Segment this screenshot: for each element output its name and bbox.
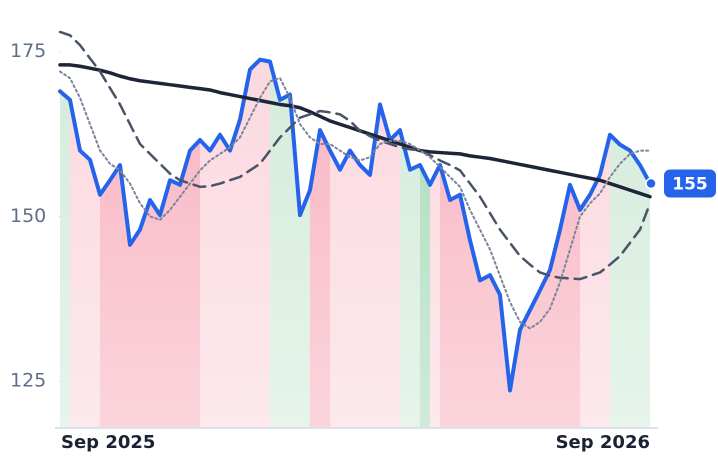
y-tick-label: 175 [10,40,46,62]
series-line [58,30,652,281]
area-fade [60,30,652,428]
series-line [58,63,652,199]
series-line [59,70,651,330]
x-tick-label: Sep 2026 [556,432,650,453]
x-tick-label: Sep 2025 [61,432,155,453]
y-tick-label: 150 [10,205,46,227]
last-point [645,177,657,190]
series-line [58,57,652,393]
value-badge [664,169,716,198]
value-label: 155 [672,175,708,195]
y-tick-label: 125 [10,370,46,392]
